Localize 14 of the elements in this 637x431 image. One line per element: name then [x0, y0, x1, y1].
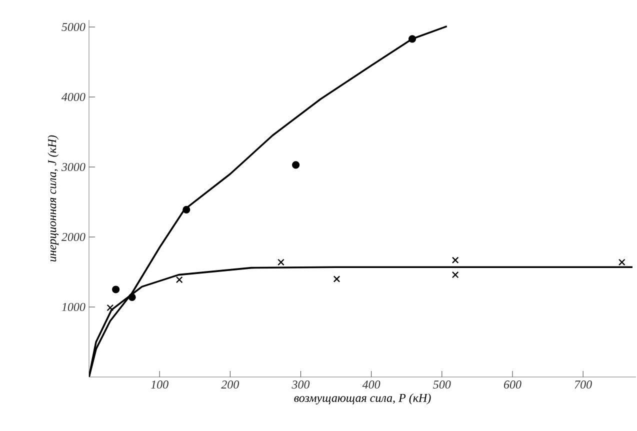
y-tick-label: 5000 [62, 22, 86, 32]
y-axis-title: инерционная сила, J (кН) [48, 135, 59, 262]
x-tick-label: 200 [221, 380, 240, 389]
y-tick-label: 1000 [62, 302, 86, 312]
x-tick-label: 600 [504, 380, 522, 389]
x-tick-label: 300 [292, 380, 310, 389]
x-tick-label: 100 [151, 380, 168, 389]
x-tick-label: 500 [433, 380, 451, 389]
x-tick-label: 400 [362, 380, 380, 389]
y-tick-label: 2000 [61, 232, 86, 242]
y-tick-label: 3000 [61, 162, 86, 172]
x-tick-label: 700 [574, 380, 592, 389]
x-axis-title: возмущающая сила, P (кН) [294, 393, 431, 404]
y-tick-label: 4000 [62, 92, 86, 102]
